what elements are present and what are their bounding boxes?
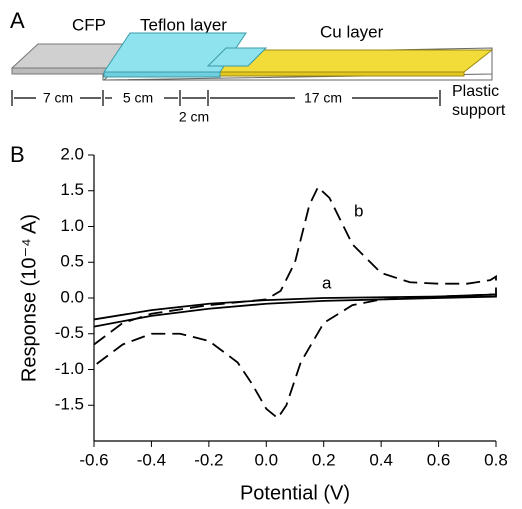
support-label: Plastic [452, 83, 499, 100]
dimension-label: 17 cm [304, 90, 342, 106]
x-tick-label: 0.2 [312, 450, 336, 469]
support-label: support [452, 102, 506, 119]
y-tick-label: 0.0 [60, 287, 84, 306]
curve-label: a [322, 273, 332, 292]
teflon-layer [206, 47, 268, 67]
x-tick-label: 0.4 [369, 450, 393, 469]
dimension-label: 2 cm [179, 109, 209, 125]
y-tick-label: -1.0 [55, 359, 84, 378]
cv-curve [93, 293, 497, 328]
cfp-edge [11, 67, 117, 75]
y-tick-label: -0.5 [55, 323, 84, 342]
y-tick-label: 2.0 [60, 144, 84, 163]
x-tick-label: -0.2 [194, 450, 223, 469]
y-tick-label: 1.0 [60, 216, 84, 235]
panel-label: A [10, 8, 25, 33]
cfp-label: CFP [72, 15, 106, 34]
y-axis-title: Response (10⁻⁴ A) [18, 214, 40, 382]
cu-label: Cu layer [320, 22, 384, 41]
diagram: A CFP Teflon layer Cu layer Plastic supp… [10, 8, 506, 125]
x-tick-label: -0.6 [79, 450, 108, 469]
dimension-label: 5 cm [123, 90, 153, 106]
teflon-label: Teflon layer [140, 15, 227, 34]
dimension-lines [11, 90, 441, 106]
cv-curve [93, 185, 497, 420]
y-tick-label: -1.5 [55, 395, 84, 414]
x-tick-label: -0.4 [137, 450, 166, 469]
x-tick-label: 0.6 [427, 450, 451, 469]
teflon-edge [103, 71, 221, 78]
y-tick-label: 0.5 [60, 252, 84, 271]
cu-edge [179, 71, 465, 77]
curve-label: b [354, 201, 363, 220]
panel-label: B [10, 142, 25, 167]
x-tick-label: 0.0 [254, 450, 278, 469]
y-tick-label: 1.5 [60, 180, 84, 199]
x-axis-title: Potential (V) [240, 482, 350, 504]
dimension-label: 7 cm [43, 90, 73, 106]
x-tick-label: 0.8 [484, 450, 508, 469]
